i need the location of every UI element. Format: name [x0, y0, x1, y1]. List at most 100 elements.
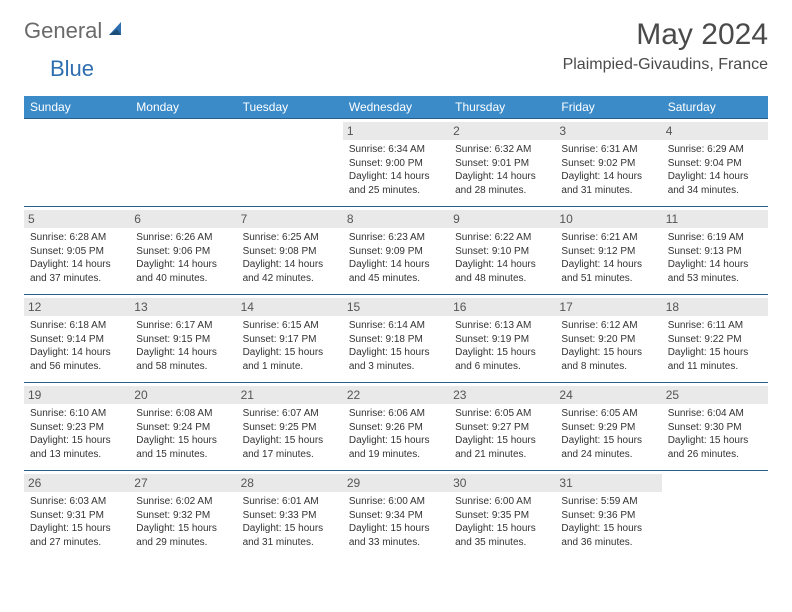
sunrise-line: Sunrise: 6:01 AM — [243, 495, 337, 509]
daylight-line: Daylight: 14 hours and 31 minutes. — [561, 170, 655, 197]
day-number: 9 — [449, 210, 555, 228]
sunrise-line: Sunrise: 6:18 AM — [30, 319, 124, 333]
day-number: 30 — [449, 474, 555, 492]
sunset-line: Sunset: 9:15 PM — [136, 333, 230, 347]
day-number: 8 — [343, 210, 449, 228]
dow-sat: Saturday — [662, 96, 768, 119]
sunset-line: Sunset: 9:05 PM — [30, 245, 124, 259]
sunset-line: Sunset: 9:14 PM — [30, 333, 124, 347]
day-number: 22 — [343, 386, 449, 404]
day-cell: 3Sunrise: 6:31 AMSunset: 9:02 PMDaylight… — [555, 119, 661, 207]
daylight-line: Daylight: 15 hours and 33 minutes. — [349, 522, 443, 549]
day-details: Sunrise: 6:12 AMSunset: 9:20 PMDaylight:… — [561, 319, 655, 373]
daylight-line: Daylight: 14 hours and 28 minutes. — [455, 170, 549, 197]
day-details: Sunrise: 6:31 AMSunset: 9:02 PMDaylight:… — [561, 143, 655, 197]
dow-mon: Monday — [130, 96, 236, 119]
day-cell: 9Sunrise: 6:22 AMSunset: 9:10 PMDaylight… — [449, 207, 555, 295]
sunrise-line: Sunrise: 6:14 AM — [349, 319, 443, 333]
day-number: 1 — [343, 122, 449, 140]
sunrise-line: Sunrise: 6:21 AM — [561, 231, 655, 245]
day-details: Sunrise: 6:29 AMSunset: 9:04 PMDaylight:… — [668, 143, 762, 197]
day-details: Sunrise: 6:17 AMSunset: 9:15 PMDaylight:… — [136, 319, 230, 373]
sunrise-line: Sunrise: 6:06 AM — [349, 407, 443, 421]
sunset-line: Sunset: 9:33 PM — [243, 509, 337, 523]
sunset-line: Sunset: 9:08 PM — [243, 245, 337, 259]
sunset-line: Sunset: 9:12 PM — [561, 245, 655, 259]
sunrise-line: Sunrise: 6:32 AM — [455, 143, 549, 157]
sunset-line: Sunset: 9:25 PM — [243, 421, 337, 435]
day-cell: 31Sunrise: 5:59 AMSunset: 9:36 PMDayligh… — [555, 471, 661, 559]
day-cell: 22Sunrise: 6:06 AMSunset: 9:26 PMDayligh… — [343, 383, 449, 471]
day-details: Sunrise: 6:28 AMSunset: 9:05 PMDaylight:… — [30, 231, 124, 285]
sunrise-line: Sunrise: 6:31 AM — [561, 143, 655, 157]
calendar-body: 1Sunrise: 6:34 AMSunset: 9:00 PMDaylight… — [24, 119, 768, 559]
day-number: 11 — [662, 210, 768, 228]
sunrise-line: Sunrise: 6:07 AM — [243, 407, 337, 421]
sunset-line: Sunset: 9:19 PM — [455, 333, 549, 347]
sunrise-line: Sunrise: 6:10 AM — [30, 407, 124, 421]
day-cell — [130, 119, 236, 207]
sunrise-line: Sunrise: 6:08 AM — [136, 407, 230, 421]
dow-header-row: Sunday Monday Tuesday Wednesday Thursday… — [24, 96, 768, 119]
sunset-line: Sunset: 9:17 PM — [243, 333, 337, 347]
daylight-line: Daylight: 14 hours and 48 minutes. — [455, 258, 549, 285]
sunset-line: Sunset: 9:10 PM — [455, 245, 549, 259]
day-details: Sunrise: 6:14 AMSunset: 9:18 PMDaylight:… — [349, 319, 443, 373]
day-number: 7 — [237, 210, 343, 228]
day-cell: 8Sunrise: 6:23 AMSunset: 9:09 PMDaylight… — [343, 207, 449, 295]
day-details: Sunrise: 6:26 AMSunset: 9:06 PMDaylight:… — [136, 231, 230, 285]
sunset-line: Sunset: 9:29 PM — [561, 421, 655, 435]
sunset-line: Sunset: 9:31 PM — [30, 509, 124, 523]
sunrise-line: Sunrise: 6:34 AM — [349, 143, 443, 157]
day-details: Sunrise: 6:10 AMSunset: 9:23 PMDaylight:… — [30, 407, 124, 461]
day-details: Sunrise: 6:01 AMSunset: 9:33 PMDaylight:… — [243, 495, 337, 549]
daylight-line: Daylight: 15 hours and 27 minutes. — [30, 522, 124, 549]
day-cell: 28Sunrise: 6:01 AMSunset: 9:33 PMDayligh… — [237, 471, 343, 559]
dow-fri: Friday — [555, 96, 661, 119]
sunset-line: Sunset: 9:18 PM — [349, 333, 443, 347]
day-cell: 21Sunrise: 6:07 AMSunset: 9:25 PMDayligh… — [237, 383, 343, 471]
sunrise-line: Sunrise: 6:26 AM — [136, 231, 230, 245]
sunset-line: Sunset: 9:34 PM — [349, 509, 443, 523]
day-cell: 17Sunrise: 6:12 AMSunset: 9:20 PMDayligh… — [555, 295, 661, 383]
day-number: 10 — [555, 210, 661, 228]
day-number: 24 — [555, 386, 661, 404]
daylight-line: Daylight: 15 hours and 21 minutes. — [455, 434, 549, 461]
week-row: 26Sunrise: 6:03 AMSunset: 9:31 PMDayligh… — [24, 471, 768, 559]
day-details: Sunrise: 6:21 AMSunset: 9:12 PMDaylight:… — [561, 231, 655, 285]
day-cell: 24Sunrise: 6:05 AMSunset: 9:29 PMDayligh… — [555, 383, 661, 471]
day-cell: 4Sunrise: 6:29 AMSunset: 9:04 PMDaylight… — [662, 119, 768, 207]
day-details: Sunrise: 6:25 AMSunset: 9:08 PMDaylight:… — [243, 231, 337, 285]
daylight-line: Daylight: 14 hours and 45 minutes. — [349, 258, 443, 285]
sunrise-line: Sunrise: 6:00 AM — [455, 495, 549, 509]
sunrise-line: Sunrise: 6:05 AM — [561, 407, 655, 421]
week-row: 12Sunrise: 6:18 AMSunset: 9:14 PMDayligh… — [24, 295, 768, 383]
sunset-line: Sunset: 9:30 PM — [668, 421, 762, 435]
sunset-line: Sunset: 9:32 PM — [136, 509, 230, 523]
day-cell: 20Sunrise: 6:08 AMSunset: 9:24 PMDayligh… — [130, 383, 236, 471]
daylight-line: Daylight: 14 hours and 56 minutes. — [30, 346, 124, 373]
daylight-line: Daylight: 15 hours and 17 minutes. — [243, 434, 337, 461]
day-number: 5 — [24, 210, 130, 228]
daylight-line: Daylight: 14 hours and 25 minutes. — [349, 170, 443, 197]
week-row: 19 Sunrise: 6:10 AMSunset: 9:23 PMDayligh… — [24, 383, 768, 471]
day-details: Sunrise: 6:32 AMSunset: 9:01 PMDaylight:… — [455, 143, 549, 197]
day-cell: 14Sunrise: 6:15 AMSunset: 9:17 PMDayligh… — [237, 295, 343, 383]
dow-wed: Wednesday — [343, 96, 449, 119]
day-details: Sunrise: 6:19 AMSunset: 9:13 PMDaylight:… — [668, 231, 762, 285]
day-number: 25 — [662, 386, 768, 404]
day-details: Sunrise: 6:07 AMSunset: 9:25 PMDaylight:… — [243, 407, 337, 461]
day-number: 19 — [24, 386, 130, 404]
sunrise-line: Sunrise: 6:19 AM — [668, 231, 762, 245]
daylight-line: Daylight: 15 hours and 1 minute. — [243, 346, 337, 373]
sunset-line: Sunset: 9:36 PM — [561, 509, 655, 523]
day-cell — [237, 119, 343, 207]
day-cell: 15Sunrise: 6:14 AMSunset: 9:18 PMDayligh… — [343, 295, 449, 383]
title-block: May 2024 Plaimpied-Givaudins, France — [563, 18, 768, 74]
daylight-line: Daylight: 14 hours and 58 minutes. — [136, 346, 230, 373]
day-details: Sunrise: 6:02 AMSunset: 9:32 PMDaylight:… — [136, 495, 230, 549]
day-number: 18 — [662, 298, 768, 316]
daylight-line: Daylight: 14 hours and 40 minutes. — [136, 258, 230, 285]
daylight-line: Daylight: 15 hours and 31 minutes. — [243, 522, 337, 549]
sunset-line: Sunset: 9:22 PM — [668, 333, 762, 347]
